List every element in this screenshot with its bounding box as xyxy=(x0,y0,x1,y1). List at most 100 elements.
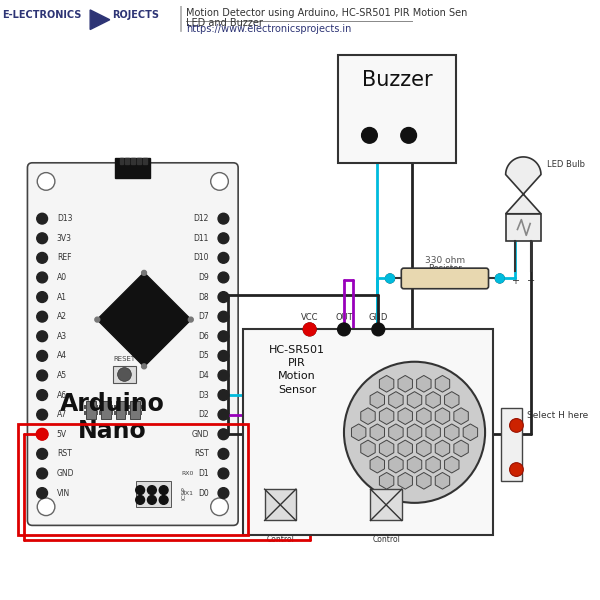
Polygon shape xyxy=(454,408,468,424)
Circle shape xyxy=(37,331,47,341)
Text: A1: A1 xyxy=(57,293,67,302)
Polygon shape xyxy=(379,472,394,489)
Circle shape xyxy=(211,173,229,190)
Text: Select H here: Select H here xyxy=(527,411,589,420)
Bar xyxy=(111,411,113,415)
Text: +: + xyxy=(511,275,520,286)
Circle shape xyxy=(218,350,229,361)
Bar xyxy=(17,424,248,535)
Bar xyxy=(84,405,86,409)
Circle shape xyxy=(142,271,146,275)
Text: D7: D7 xyxy=(198,312,209,321)
Text: D10: D10 xyxy=(193,253,209,262)
Text: ROJECTS: ROJECTS xyxy=(112,10,159,20)
Text: VCC: VCC xyxy=(301,313,319,322)
Polygon shape xyxy=(97,272,191,367)
Text: +: + xyxy=(363,112,376,127)
Bar xyxy=(265,489,296,520)
Polygon shape xyxy=(445,424,459,440)
Bar xyxy=(140,411,142,415)
Text: GND: GND xyxy=(191,430,209,439)
Polygon shape xyxy=(398,376,412,392)
Circle shape xyxy=(496,274,504,283)
Polygon shape xyxy=(435,408,449,424)
Circle shape xyxy=(37,311,47,322)
Circle shape xyxy=(386,274,394,283)
Circle shape xyxy=(37,213,47,224)
Text: Time Delay
Control: Time Delay Control xyxy=(365,523,407,544)
Text: E-LECTRONICS: E-LECTRONICS xyxy=(2,10,82,20)
Bar xyxy=(370,489,402,520)
Bar xyxy=(115,158,150,178)
Circle shape xyxy=(188,317,193,322)
Text: ICSP: ICSP xyxy=(181,486,186,500)
Text: D9: D9 xyxy=(198,273,209,282)
Text: 330 ohm: 330 ohm xyxy=(425,256,465,265)
Circle shape xyxy=(218,389,229,400)
FancyBboxPatch shape xyxy=(28,163,238,526)
Polygon shape xyxy=(370,457,385,473)
Circle shape xyxy=(338,323,350,336)
Text: A4: A4 xyxy=(57,352,67,361)
Circle shape xyxy=(136,486,145,494)
Polygon shape xyxy=(370,392,385,408)
Text: D11: D11 xyxy=(193,234,209,243)
Bar xyxy=(99,411,101,415)
Polygon shape xyxy=(426,457,440,473)
Text: LED Bulb: LED Bulb xyxy=(547,160,585,169)
Polygon shape xyxy=(416,408,431,424)
Polygon shape xyxy=(506,157,541,214)
Bar xyxy=(113,365,136,383)
Text: GND: GND xyxy=(368,313,388,322)
Circle shape xyxy=(344,362,485,503)
Polygon shape xyxy=(379,408,394,424)
Bar xyxy=(128,411,130,415)
Circle shape xyxy=(218,311,229,322)
Bar xyxy=(128,405,130,409)
Text: TX1: TX1 xyxy=(182,491,194,496)
Text: D12: D12 xyxy=(193,214,209,223)
Polygon shape xyxy=(407,457,422,473)
Polygon shape xyxy=(398,440,412,457)
FancyBboxPatch shape xyxy=(401,268,488,289)
Polygon shape xyxy=(435,440,449,457)
Text: A2: A2 xyxy=(57,312,67,321)
Circle shape xyxy=(372,323,385,336)
Polygon shape xyxy=(426,424,440,440)
Circle shape xyxy=(218,488,229,499)
Polygon shape xyxy=(416,472,431,489)
Bar xyxy=(101,401,111,419)
Text: OUT: OUT xyxy=(335,313,353,322)
Text: −: − xyxy=(527,275,535,286)
Bar xyxy=(99,405,101,409)
Circle shape xyxy=(148,486,157,494)
Bar xyxy=(501,408,523,481)
Text: D0: D0 xyxy=(198,488,209,497)
Bar xyxy=(130,401,140,419)
Circle shape xyxy=(37,389,47,400)
Polygon shape xyxy=(398,472,412,489)
Text: REF: REF xyxy=(57,253,71,262)
Bar xyxy=(96,405,98,409)
Circle shape xyxy=(95,317,100,322)
Circle shape xyxy=(211,498,229,515)
Text: A6: A6 xyxy=(57,391,67,400)
Polygon shape xyxy=(454,440,468,457)
Polygon shape xyxy=(370,424,385,440)
Circle shape xyxy=(218,409,229,420)
Circle shape xyxy=(218,292,229,302)
Bar xyxy=(116,401,125,419)
Circle shape xyxy=(37,370,47,381)
Polygon shape xyxy=(463,424,478,440)
Text: Sensitivity
Control: Sensitivity Control xyxy=(260,523,301,544)
Circle shape xyxy=(37,498,55,515)
Text: GND: GND xyxy=(57,469,74,478)
Circle shape xyxy=(218,213,229,224)
Circle shape xyxy=(159,496,168,505)
Circle shape xyxy=(37,409,47,420)
Polygon shape xyxy=(398,408,412,424)
Bar xyxy=(125,158,130,164)
Text: D3: D3 xyxy=(198,391,209,400)
Text: D1: D1 xyxy=(198,469,209,478)
Bar xyxy=(113,411,116,415)
